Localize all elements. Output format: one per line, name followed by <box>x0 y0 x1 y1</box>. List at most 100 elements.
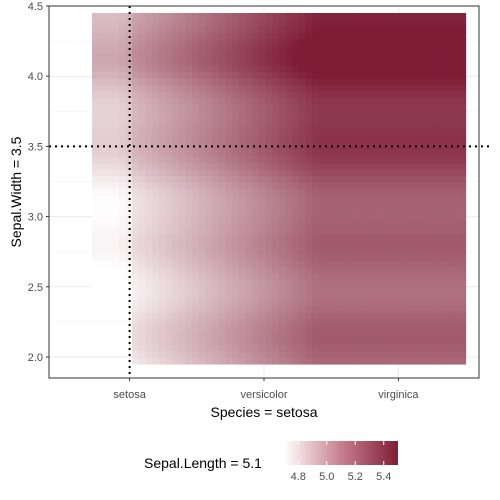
heatmap-tile <box>118 207 126 216</box>
heatmap-tile <box>125 214 133 222</box>
heatmap-tile <box>152 253 160 261</box>
legend-tick-label: 4.8 <box>291 471 306 483</box>
heatmap-tile <box>172 337 180 346</box>
heatmap-tile <box>378 84 387 92</box>
heatmap-tile <box>212 188 220 196</box>
heatmap-tile <box>332 337 340 346</box>
heatmap-tile <box>172 84 180 92</box>
heatmap-tile <box>332 350 340 359</box>
heatmap-tile <box>305 155 313 164</box>
heatmap-tile <box>138 318 146 326</box>
heatmap-tile <box>385 324 393 333</box>
heatmap-tile <box>298 26 307 34</box>
heatmap-tile <box>312 227 320 235</box>
heatmap-tile <box>212 331 220 339</box>
heatmap-tile <box>372 298 380 307</box>
heatmap-tile <box>292 52 300 60</box>
heatmap-tile <box>138 110 146 118</box>
heatmap-tile <box>365 246 373 255</box>
heatmap-tile <box>318 272 327 281</box>
heatmap-tile <box>212 162 220 170</box>
heatmap-tile <box>432 233 440 242</box>
heatmap-tile <box>285 136 293 144</box>
heatmap-tile <box>152 227 160 235</box>
heatmap-tile <box>225 344 233 352</box>
heatmap-tile <box>272 240 280 248</box>
heatmap-tile <box>152 45 160 53</box>
heatmap-tile <box>432 19 440 27</box>
heatmap-tile <box>258 32 267 40</box>
heatmap-tile <box>292 272 300 281</box>
heatmap-tile <box>278 175 287 183</box>
heatmap-tile <box>405 331 413 339</box>
heatmap-tile <box>312 123 320 131</box>
heatmap-tile <box>312 65 320 73</box>
heatmap-tile <box>445 259 453 268</box>
heatmap-tile <box>372 181 380 190</box>
heatmap-tile <box>405 110 413 118</box>
heatmap-tile <box>445 45 453 53</box>
heatmap-tile <box>138 117 146 125</box>
heatmap-tile <box>265 253 273 261</box>
heatmap-tile <box>372 19 380 27</box>
heatmap-tile <box>432 71 440 79</box>
heatmap-tile <box>405 32 413 40</box>
heatmap-tile <box>238 253 247 261</box>
heatmap-tile <box>292 233 300 242</box>
heatmap-tile <box>172 227 180 235</box>
heatmap-tile <box>352 39 360 47</box>
heatmap-tile <box>332 162 340 170</box>
heatmap-tile <box>458 45 467 53</box>
heatmap-tile <box>285 201 293 209</box>
heatmap-tile <box>152 91 160 99</box>
heatmap-tile <box>252 298 260 307</box>
heatmap-tile <box>312 279 320 287</box>
heatmap-tile <box>125 97 133 105</box>
heatmap-tile <box>232 58 240 66</box>
heatmap-tile <box>298 227 307 235</box>
heatmap-tile <box>205 39 213 47</box>
heatmap-tile <box>378 350 387 359</box>
heatmap-tile <box>252 26 260 34</box>
heatmap-tile <box>365 279 373 287</box>
heatmap-tile <box>412 104 420 112</box>
heatmap-tile <box>292 181 300 190</box>
heatmap-tile <box>418 13 427 21</box>
heatmap-tile <box>245 13 253 21</box>
heatmap-tile <box>172 298 180 307</box>
heatmap-tile <box>158 357 166 365</box>
heatmap-tile <box>278 110 287 118</box>
heatmap-tile <box>158 19 166 27</box>
heatmap-tile <box>238 58 247 66</box>
heatmap-tile <box>425 292 433 300</box>
heatmap-tile <box>325 311 333 320</box>
heatmap-tile <box>405 214 413 222</box>
heatmap-tile <box>145 149 153 157</box>
heatmap-tile <box>418 207 427 216</box>
heatmap-tile <box>232 155 240 164</box>
heatmap-tile <box>452 136 460 144</box>
heatmap-tile <box>312 39 320 47</box>
heatmap-tile <box>332 71 340 79</box>
heatmap-tile <box>158 58 166 66</box>
heatmap-tile <box>158 155 166 164</box>
heatmap-tile <box>352 279 360 287</box>
heatmap-tile <box>352 26 360 34</box>
heatmap-tile <box>92 207 100 216</box>
legend-tick-label: 5.4 <box>376 471 391 483</box>
heatmap-tile <box>138 194 146 203</box>
heatmap-tile <box>298 97 307 105</box>
heatmap-tile <box>452 233 460 242</box>
heatmap-tile <box>358 39 367 47</box>
heatmap-tile <box>305 104 313 112</box>
heatmap-tile <box>98 149 106 157</box>
heatmap-tile <box>432 324 440 333</box>
heatmap-tile <box>238 168 247 177</box>
heatmap-tile <box>425 259 433 268</box>
heatmap-tile <box>385 194 393 203</box>
heatmap-tile <box>218 337 227 346</box>
heatmap-tile <box>358 97 367 105</box>
heatmap-tile <box>212 26 220 34</box>
heatmap-tile <box>425 350 433 359</box>
heatmap-tile <box>185 110 193 118</box>
